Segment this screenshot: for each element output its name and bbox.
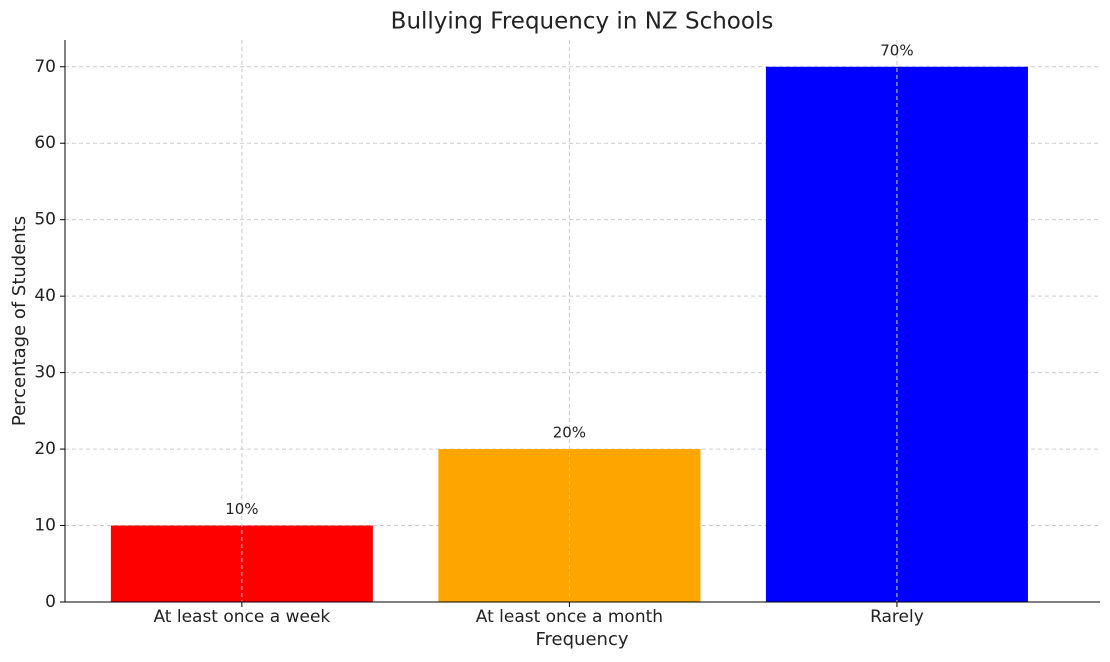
- chart-title: Bullying Frequency in NZ Schools: [391, 9, 774, 35]
- x-tick-label: Rarely: [870, 607, 924, 627]
- y-tick-label: 0: [45, 592, 56, 612]
- y-tick-label: 70: [34, 57, 56, 77]
- y-axis-label: Percentage of Students: [9, 216, 30, 426]
- value-label: 70%: [880, 41, 913, 59]
- value-label: 20%: [553, 424, 586, 442]
- y-tick-label: 30: [34, 363, 56, 383]
- y-tick-label: 50: [34, 210, 56, 230]
- value-label: 10%: [225, 500, 258, 518]
- x-axis-label: Frequency: [536, 629, 629, 650]
- y-tick-label: 60: [34, 133, 56, 153]
- y-tick-label: 20: [34, 439, 56, 459]
- x-tick-label: At least once a week: [153, 607, 330, 627]
- y-tick-label: 40: [34, 286, 56, 306]
- y-tick-label: 10: [34, 516, 56, 536]
- x-tick-label: At least once a month: [476, 607, 663, 627]
